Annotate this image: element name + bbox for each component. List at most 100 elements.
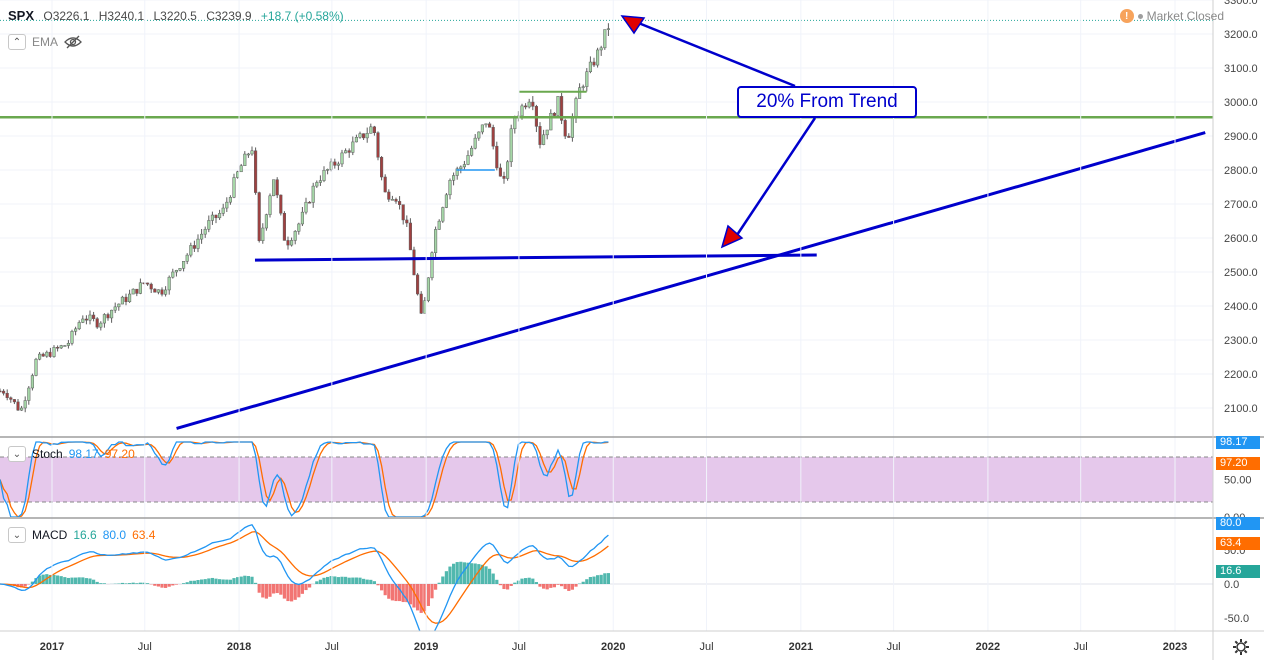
candle-down: [348, 151, 351, 153]
macd-hist-up: [315, 581, 318, 584]
low-value: L3220.5: [153, 9, 196, 23]
candle-up: [298, 224, 301, 231]
candle-up: [474, 138, 477, 148]
candle-up: [557, 96, 560, 115]
macd-hist-down: [171, 584, 174, 585]
warning-icon[interactable]: !: [1120, 9, 1134, 23]
price-tick-label: 3200.0: [1224, 29, 1258, 41]
candle-down: [125, 297, 128, 302]
macd-hist-down: [160, 584, 163, 588]
macd-hist-down: [157, 584, 160, 587]
candle-up: [265, 215, 268, 228]
candle-up: [604, 30, 607, 48]
candle-down: [283, 213, 286, 240]
candle-up: [294, 231, 297, 240]
macd-hist-up: [319, 580, 322, 584]
candle-up: [470, 148, 473, 155]
macd-hist-up: [225, 580, 228, 584]
candle-up: [60, 346, 63, 348]
price-tick-label: 2600.0: [1224, 233, 1258, 245]
macd-hist-up: [582, 582, 585, 584]
macd-hist-up: [250, 577, 253, 584]
candle-up: [463, 164, 466, 166]
macd-hist-up: [193, 581, 196, 584]
candle-up: [341, 153, 344, 164]
candle-up: [218, 213, 221, 217]
candle-up: [20, 408, 23, 410]
candle-down: [539, 126, 542, 144]
candle-down: [276, 180, 279, 195]
macd-label[interactable]: MACD: [32, 528, 67, 542]
macd-hist-up: [200, 579, 203, 584]
macd-hist-up: [585, 579, 588, 584]
macd-hist-down: [564, 584, 567, 589]
macd-hist-up: [204, 579, 207, 584]
candle-up: [323, 170, 326, 180]
candle-up: [89, 315, 92, 320]
macd-hist-up: [477, 564, 480, 584]
candle-up: [467, 155, 470, 164]
macd-hist-up: [524, 578, 527, 584]
candle-up: [607, 29, 610, 30]
candle-up: [319, 181, 322, 183]
settings-icon[interactable]: [1232, 638, 1250, 656]
candle-down: [56, 347, 59, 348]
macd-hist-up: [358, 578, 361, 584]
candle-up: [222, 208, 225, 213]
collapse-icon[interactable]: ⌃: [8, 34, 26, 50]
macd-hist-down: [175, 584, 178, 585]
collapse-stoch-icon[interactable]: ⌄: [8, 446, 26, 462]
candle-up: [344, 151, 347, 153]
candle-down: [553, 113, 556, 115]
price-tick-label: 2400.0: [1224, 301, 1258, 313]
candle-up: [262, 228, 265, 241]
macd-hist-down: [502, 584, 505, 589]
macd-hist-down: [376, 584, 379, 585]
macd-hist-up: [438, 583, 441, 584]
macd-hist-up: [366, 580, 369, 584]
candle-up: [208, 220, 211, 229]
candle-down: [280, 195, 283, 213]
candle-down: [568, 136, 571, 137]
candle-up: [514, 118, 517, 129]
time-tick-label: Jul: [138, 641, 152, 653]
macd-hist-up: [452, 564, 455, 584]
ema-label[interactable]: EMA: [32, 35, 58, 49]
candle-down: [42, 354, 45, 356]
candle-up: [186, 255, 189, 261]
macd-hist-up: [344, 577, 347, 584]
stoch-d-tag: 97.20: [1216, 457, 1260, 470]
macd-hist-up: [74, 578, 77, 584]
candle-up: [337, 164, 340, 165]
market-status: ! Market Closed: [1120, 9, 1224, 23]
macd-hist-down: [258, 584, 261, 593]
candle-down: [593, 62, 596, 65]
candle-down: [150, 284, 153, 289]
stoch-label[interactable]: Stoch: [32, 447, 63, 461]
macd-hist-up: [488, 569, 491, 584]
macd-hist-up: [528, 578, 531, 584]
macd-hist-up: [92, 580, 95, 584]
candle-down: [2, 391, 5, 393]
eye-hidden-icon[interactable]: [64, 35, 82, 49]
candle-down: [406, 220, 409, 223]
annotation-box[interactable]: 20% From Trend: [737, 86, 917, 118]
macd-hist-down: [290, 584, 293, 601]
macd-hist-up: [214, 579, 217, 584]
macd-hist-up: [229, 580, 232, 584]
macd-hist-down: [301, 584, 304, 594]
time-tick-label: 2018: [227, 641, 251, 653]
macd-hist-up: [99, 583, 102, 584]
macd-hist-up: [135, 583, 138, 584]
symbol-name[interactable]: SPX: [8, 8, 34, 23]
time-tick-label: Jul: [887, 641, 901, 653]
candle-up: [247, 154, 250, 155]
macd-hist-up: [85, 578, 88, 584]
time-tick-label: 2023: [1163, 641, 1187, 653]
collapse-macd-icon[interactable]: ⌄: [8, 527, 26, 543]
candle-up: [481, 125, 484, 132]
candle-up: [24, 401, 27, 409]
price-tick-label: 2700.0: [1224, 199, 1258, 211]
macd-hist-up: [326, 577, 329, 584]
